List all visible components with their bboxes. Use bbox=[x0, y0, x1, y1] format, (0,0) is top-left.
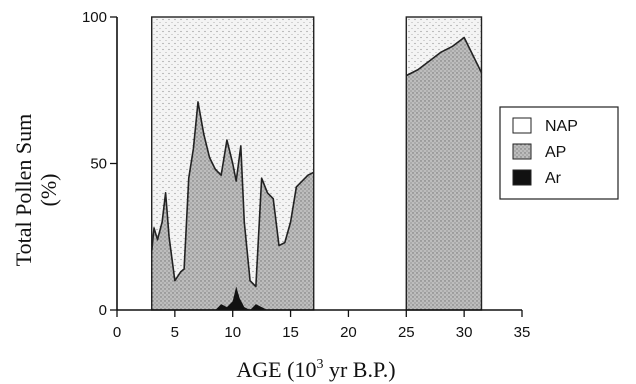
y-tick-label-50: 50 bbox=[90, 156, 107, 173]
x-tick-label-20: 20 bbox=[340, 324, 357, 341]
legend-label-ar: Ar bbox=[545, 170, 562, 187]
legend-swatch-nap bbox=[512, 117, 532, 134]
y-tick-label-100: 100 bbox=[82, 9, 107, 26]
ap-line-segment-1 bbox=[150, 101, 315, 288]
ar-area-segment-1 bbox=[215, 286, 268, 310]
x-tick-label-30: 30 bbox=[456, 324, 473, 341]
y-axis-unit: (%) bbox=[36, 174, 61, 207]
x-tick-label-10: 10 bbox=[224, 324, 241, 341]
x-axis-title-tail: yr B.P.) bbox=[323, 357, 395, 382]
x-axis-title: AGE (103 yr B.P.) bbox=[236, 357, 395, 382]
legend-label-nap: NAP bbox=[545, 118, 578, 135]
y-tick-label-0: 0 bbox=[99, 302, 107, 319]
ap-area-segment-1 bbox=[151, 101, 314, 310]
ap-line-segment-2 bbox=[405, 36, 483, 77]
legend-swatch-ar bbox=[512, 169, 532, 186]
y-axis-title: Total Pollen Sum bbox=[11, 114, 36, 266]
x-tick-label-35: 35 bbox=[514, 324, 531, 341]
x-tick-label-25: 25 bbox=[398, 324, 415, 341]
x-tick-label-0: 0 bbox=[113, 324, 121, 341]
x-axis-title-main: AGE (10 bbox=[236, 357, 316, 382]
x-tick-label-5: 5 bbox=[171, 324, 179, 341]
ap-area-segment-2 bbox=[406, 37, 482, 310]
legend-swatch-ap bbox=[512, 143, 532, 160]
x-tick-label-15: 15 bbox=[282, 324, 299, 341]
legend-label-ap: AP bbox=[545, 144, 566, 161]
x-axis-title-sup: 3 bbox=[316, 357, 323, 372]
